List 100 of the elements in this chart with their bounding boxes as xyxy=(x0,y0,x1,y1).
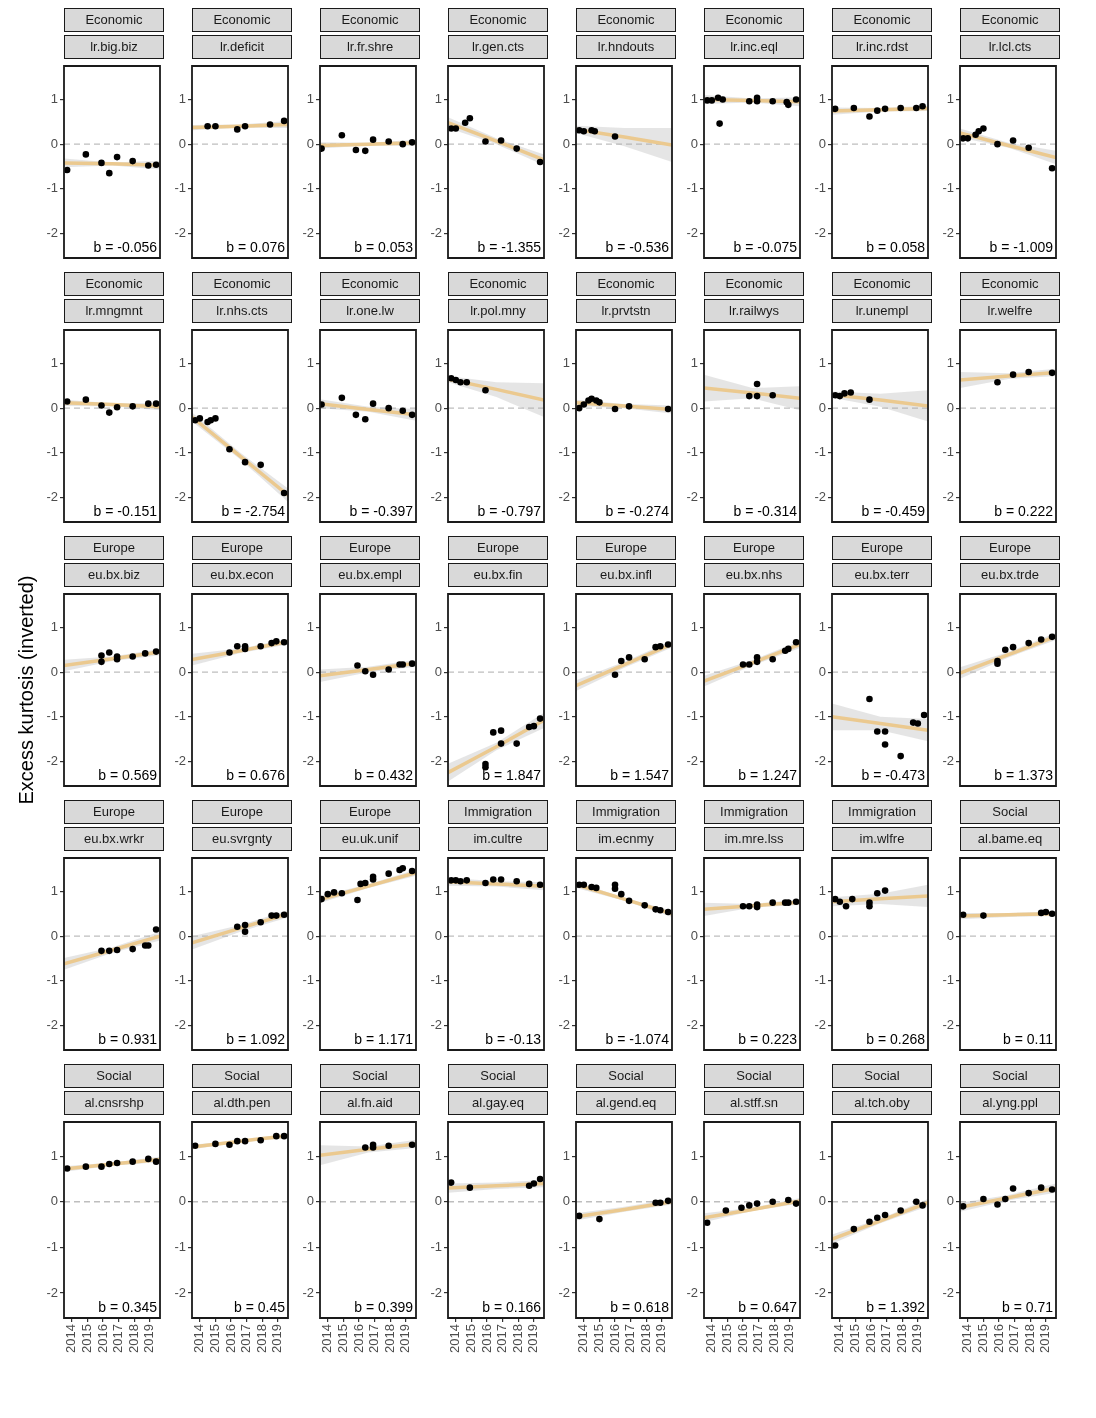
chart-title: Economic xyxy=(832,272,932,296)
chart-subtitle: al.dth.pen xyxy=(192,1091,292,1115)
x-tick-label: 2016 xyxy=(222,1324,238,1353)
y-tick-label: -2 xyxy=(686,225,698,241)
y-tick-label: 0 xyxy=(818,663,826,679)
chart-subtitle: lr.nhs.cts xyxy=(192,299,292,323)
y-tick-label: 0 xyxy=(178,1193,186,1209)
chart-subtitle: eu.bx.empl xyxy=(320,563,420,587)
y-tick-label: 1 xyxy=(178,883,186,899)
chart-title: Europe xyxy=(960,536,1060,560)
chart-title: Economic xyxy=(704,8,804,32)
chart-title: Social xyxy=(576,1064,676,1088)
y-tick-label: -1 xyxy=(942,180,954,196)
x-tick-label: 2014 xyxy=(959,1324,975,1353)
y-tick-label: 0 xyxy=(562,135,570,151)
x-tick-label: 2015 xyxy=(590,1324,606,1353)
chart-title: Economic xyxy=(448,8,548,32)
chart-subtitle: al.stff.sn xyxy=(704,1091,804,1115)
x-tick-label: 2015 xyxy=(718,1324,734,1353)
y-tick-label: 0 xyxy=(818,135,826,151)
x-tick-label: 2017 xyxy=(1006,1324,1022,1353)
chart-subtitle: lr.inc.rdst xyxy=(832,35,932,59)
y-tick-label: -2 xyxy=(814,753,826,769)
y-tick-label: 1 xyxy=(306,619,314,635)
y-tick-label: -1 xyxy=(942,972,954,988)
x-tick-label: 2018 xyxy=(381,1324,397,1353)
annotation: b = 1.373 xyxy=(994,766,1054,783)
y-tick-label: 1 xyxy=(178,355,186,371)
y-tick-label: 0 xyxy=(178,399,186,415)
y-tick-label: -1 xyxy=(686,708,698,724)
x-tick-label: 2015 xyxy=(206,1324,222,1353)
annotation: b = 0.45 xyxy=(234,1298,286,1315)
y-tick-label: -1 xyxy=(430,180,442,196)
y-tick-label: 0 xyxy=(562,663,570,679)
annotation: b = 1.092 xyxy=(226,1030,286,1047)
chart-subtitle: eu.svrgnty xyxy=(192,827,292,851)
y-tick-label: 1 xyxy=(818,883,826,899)
y-tick-label: -2 xyxy=(686,753,698,769)
y-tick-label: -2 xyxy=(430,225,442,241)
x-tick-label: 2018 xyxy=(765,1324,781,1353)
y-tick-label: -1 xyxy=(814,708,826,724)
y-tick-label: -1 xyxy=(430,708,442,724)
chart-subtitle: lr.hndouts xyxy=(576,35,676,59)
chart-subtitle: eu.uk.unif xyxy=(320,827,420,851)
y-tick-label: 1 xyxy=(306,355,314,371)
annotation: b = -0.459 xyxy=(861,502,926,519)
y-tick-label: 0 xyxy=(178,927,186,943)
y-tick-label: 0 xyxy=(690,927,698,943)
chart-subtitle: im.ecnmy xyxy=(576,827,676,851)
y-tick-label: -1 xyxy=(46,972,58,988)
y-tick-label: 0 xyxy=(306,663,314,679)
y-tick-label: 1 xyxy=(434,355,442,371)
y-tick-label: -1 xyxy=(302,708,314,724)
x-tick-label: 2014 xyxy=(703,1324,719,1353)
y-tick-label: 1 xyxy=(50,91,58,107)
x-tick-label: 2016 xyxy=(990,1324,1006,1353)
y-tick-label: -2 xyxy=(302,225,314,241)
y-tick-label: -1 xyxy=(686,444,698,460)
y-tick-label: -1 xyxy=(814,444,826,460)
y-tick-label: 0 xyxy=(946,1193,954,1209)
chart-subtitle: lr.one.lw xyxy=(320,299,420,323)
y-tick-label: -2 xyxy=(558,1017,570,1033)
annotation: b = -0.056 xyxy=(93,238,158,255)
y-tick-label: 0 xyxy=(178,135,186,151)
chart-title: Immigration xyxy=(832,800,932,824)
y-tick-label: 1 xyxy=(562,91,570,107)
chart-title: Economic xyxy=(576,272,676,296)
chart-subtitle: eu.bx.nhs xyxy=(704,563,804,587)
y-tick-label: 1 xyxy=(50,883,58,899)
x-tick-label: 2017 xyxy=(366,1324,382,1353)
chart-title: Europe xyxy=(320,536,420,560)
y-tick-label: 1 xyxy=(434,91,442,107)
y-tick-label: -1 xyxy=(430,972,442,988)
chart-subtitle: lr.mngmnt xyxy=(64,299,164,323)
annotation: b = 0.676 xyxy=(226,766,286,783)
x-tick-label: 2017 xyxy=(622,1324,638,1353)
y-tick-label: -1 xyxy=(814,1238,826,1254)
y-tick-label: 0 xyxy=(946,399,954,415)
y-tick-label: -2 xyxy=(942,1284,954,1300)
y-tick-label: -1 xyxy=(942,1238,954,1254)
y-tick-label: 0 xyxy=(50,399,58,415)
x-tick-label: 2019 xyxy=(909,1324,925,1353)
annotation: b = -0.536 xyxy=(605,238,670,255)
y-tick-label: -1 xyxy=(174,708,186,724)
y-tick-label: -2 xyxy=(558,489,570,505)
chart-title: Economic xyxy=(320,272,420,296)
y-tick-label: 0 xyxy=(946,135,954,151)
annotation: b = -0.397 xyxy=(349,502,414,519)
chart-subtitle: al.fn.aid xyxy=(320,1091,420,1115)
annotation: b = -0.473 xyxy=(861,766,926,783)
x-tick-label: 2015 xyxy=(846,1324,862,1353)
x-tick-label: 2019 xyxy=(1037,1324,1053,1353)
chart-title: Social xyxy=(448,1064,548,1088)
x-tick-label: 2015 xyxy=(334,1324,350,1353)
y-tick-label: -2 xyxy=(46,753,58,769)
annotation: b = 0.076 xyxy=(226,238,286,255)
annotation: b = -0.274 xyxy=(605,502,670,519)
y-tick-label: 1 xyxy=(818,91,826,107)
x-tick-label: 2016 xyxy=(478,1324,494,1353)
y-tick-label: 0 xyxy=(690,135,698,151)
